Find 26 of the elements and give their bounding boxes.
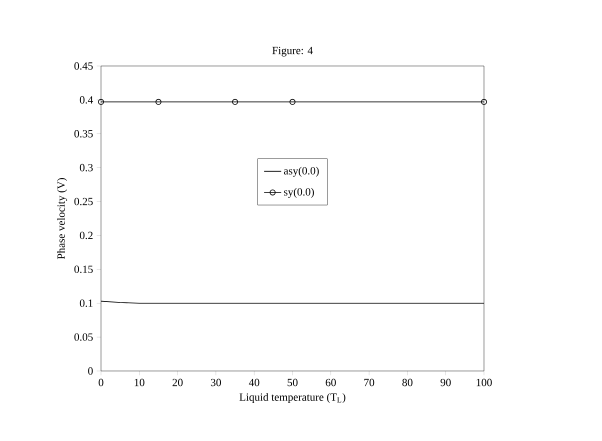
y-tick-label: 0.4	[80, 96, 94, 104]
y-tick-label: 0.3	[80, 164, 93, 172]
x-tick-label: 20	[172, 378, 183, 386]
x-tick-label: 30	[210, 378, 221, 386]
y-axis-title: Phase velocity (V)	[57, 178, 68, 260]
chart-title: Figure: 4	[272, 46, 313, 56]
y-tick-label: 0.45	[74, 62, 93, 70]
legend-label: sy(0.0)	[284, 188, 314, 198]
x-tick-label: 50	[288, 378, 298, 386]
y-tick-label: 0.05	[74, 333, 93, 341]
y-tick-label: 0	[88, 367, 93, 375]
y-tick-label: 0.35	[74, 130, 93, 138]
x-tick-label: 60	[326, 378, 336, 386]
y-tick-label: 0.25	[74, 198, 93, 206]
x-tick-label: 100	[476, 378, 492, 386]
y-tick-label: 0.2	[80, 232, 93, 240]
x-tick-label: 90	[440, 378, 451, 386]
x-tick-label: 10	[134, 378, 144, 386]
y-tick-label: 0.1	[80, 299, 93, 307]
x-tick-label: 0	[98, 378, 104, 386]
x-axis-title: Liquid temperature (T$_{L}$)	[240, 393, 346, 404]
x-tick-label: 80	[402, 378, 412, 386]
legend-label: asy(0.0)	[284, 166, 319, 177]
y-tick-label: 0.15	[74, 266, 93, 274]
x-tick-label: 40	[248, 378, 260, 386]
x-tick-label: 70	[364, 378, 374, 386]
